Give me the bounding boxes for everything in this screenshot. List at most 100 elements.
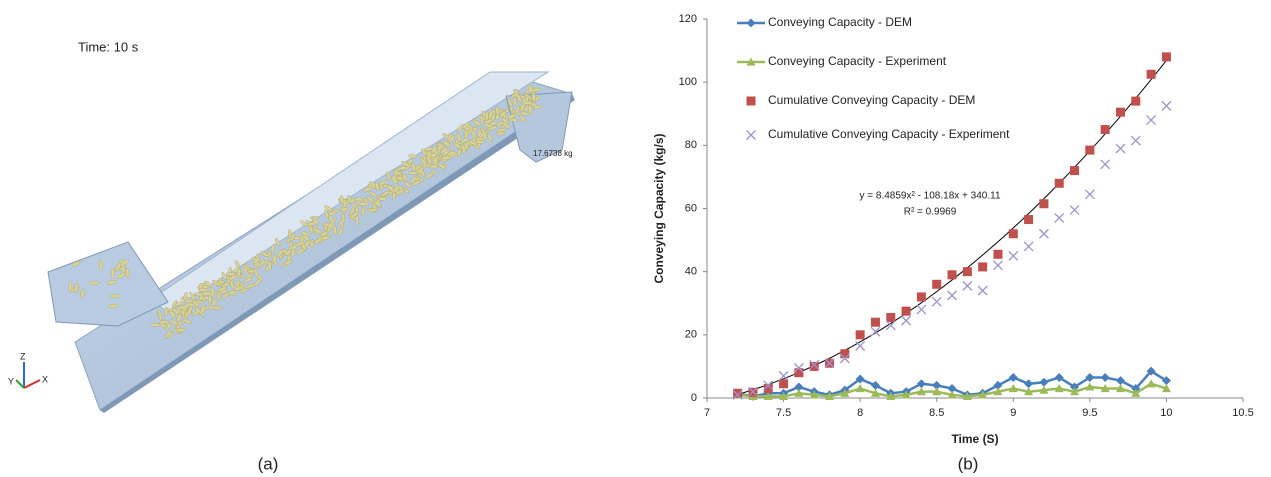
particle: [523, 101, 532, 105]
axis-y-label: Y: [8, 376, 14, 386]
x-tick-label: 7.5: [776, 407, 791, 419]
marker-x: [1024, 242, 1033, 251]
marker-square: [1039, 199, 1048, 208]
marker-x: [1116, 144, 1125, 153]
marker-square: [1101, 125, 1110, 134]
marker-square: [1116, 108, 1125, 117]
marker-square: [1131, 97, 1140, 106]
marker-square: [733, 389, 742, 398]
legend-marker: [747, 97, 756, 106]
marker-diamond: [1101, 373, 1110, 382]
marker-x: [1055, 213, 1064, 222]
marker-square: [993, 250, 1002, 259]
marker-x: [1131, 136, 1140, 145]
marker-square: [932, 280, 941, 289]
marker-diamond: [917, 379, 926, 388]
trough-wall: [150, 72, 548, 312]
particle: [108, 304, 118, 308]
particle: [89, 281, 99, 285]
particle: [198, 288, 207, 291]
marker-square: [886, 313, 895, 322]
marker-square: [1055, 179, 1064, 188]
axis-z-label: Z: [20, 351, 26, 361]
marker-x: [1147, 116, 1156, 125]
caption-a: (a): [258, 454, 279, 473]
particle: [358, 202, 367, 205]
simulation-render: Time: 10 s 17.6738 kg Z Y X (a): [8, 39, 575, 473]
marker-x: [902, 316, 911, 325]
axis-x: [24, 380, 40, 388]
marker-triangle: [856, 384, 865, 392]
y-tick-label: 20: [685, 329, 697, 341]
marker-diamond: [871, 381, 880, 390]
x-axis-title: Time (S): [951, 432, 998, 446]
marker-square: [871, 318, 880, 327]
chart: 02040608010012077.588.599.51010.5Time (S…: [652, 13, 1254, 446]
y-tick-label: 80: [685, 139, 697, 151]
particle: [177, 328, 186, 332]
legend-marker: [747, 19, 756, 28]
marker-x: [1162, 101, 1171, 110]
marker-square: [948, 270, 957, 279]
x-tick-label: 8.5: [929, 407, 944, 419]
particle: [151, 323, 160, 327]
trough-edge: [100, 94, 575, 413]
x-tick-label: 8: [857, 407, 863, 419]
marker-x: [1101, 160, 1110, 169]
marker-x: [932, 297, 941, 306]
y-tick-label: 60: [685, 202, 697, 214]
particle: [532, 93, 535, 102]
marker-x: [871, 327, 880, 336]
particle: [110, 294, 120, 298]
annotation: y = 8.4859x² - 108.18x + 340.11: [859, 191, 1000, 202]
marker-square: [978, 262, 987, 271]
marker-x: [1009, 251, 1018, 260]
trendline: [738, 60, 1167, 394]
axis-y: [16, 380, 24, 388]
marker-diamond: [1039, 378, 1048, 387]
marker-x: [1039, 229, 1048, 238]
axis-x-label: X: [42, 374, 48, 384]
y-tick-label: 100: [679, 76, 697, 88]
particle: [68, 282, 72, 292]
marker-square: [794, 368, 803, 377]
x-tick-label: 7: [704, 407, 710, 419]
marker-diamond: [1024, 379, 1033, 388]
marker-diamond: [1009, 373, 1018, 382]
mass-label: 17.6738 kg: [533, 149, 573, 158]
marker-square: [963, 267, 972, 276]
x-tick-label: 10.5: [1232, 407, 1253, 419]
legend-label: Cumulative Conveying Capacity - DEM: [768, 93, 975, 107]
marker-square: [1070, 166, 1079, 175]
marker-x: [963, 281, 972, 290]
legend-label: Conveying Capacity - Experiment: [768, 54, 947, 68]
marker-x: [917, 305, 926, 314]
particle: [529, 105, 533, 114]
particle: [186, 303, 195, 307]
particle: [74, 283, 78, 293]
marker-x: [856, 341, 865, 350]
particle: [513, 97, 517, 106]
marker-square: [779, 379, 788, 388]
legend-label: Cumulative Conveying Capacity - Experime…: [768, 127, 1010, 141]
particle: [288, 229, 292, 238]
marker-square: [1024, 215, 1033, 224]
annotation: R² = 0.9969: [904, 207, 957, 218]
y-axis-title: Conveying Capacity (kg/s): [652, 133, 666, 283]
particle: [208, 295, 212, 304]
marker-square: [1147, 70, 1156, 79]
marker-square: [1162, 52, 1171, 61]
particle: [515, 89, 519, 98]
y-tick-label: 120: [679, 13, 697, 25]
marker-x: [978, 286, 987, 295]
marker-square: [840, 349, 849, 358]
marker-square: [902, 307, 911, 316]
legend-label: Conveying Capacity - DEM: [768, 15, 912, 29]
particle: [333, 226, 337, 235]
x-tick-label: 9.5: [1082, 407, 1097, 419]
marker-square: [856, 330, 865, 339]
particle: [442, 156, 451, 159]
time-label: Time: 10 s: [78, 39, 139, 54]
legend-marker: [747, 131, 756, 140]
y-tick-label: 0: [691, 392, 697, 404]
